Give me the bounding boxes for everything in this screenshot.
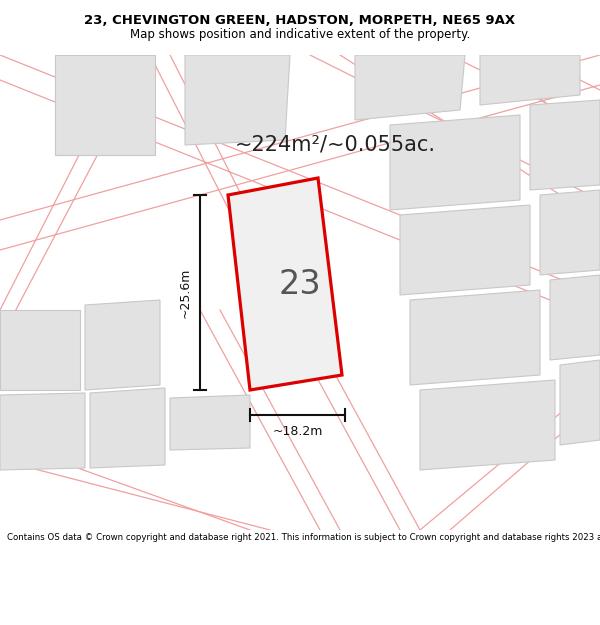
Polygon shape (0, 310, 80, 390)
Polygon shape (85, 300, 160, 390)
Text: 23: 23 (278, 268, 321, 301)
Polygon shape (355, 55, 465, 120)
Text: Contains OS data © Crown copyright and database right 2021. This information is : Contains OS data © Crown copyright and d… (7, 532, 600, 541)
Polygon shape (185, 55, 290, 145)
Text: ~18.2m: ~18.2m (272, 425, 323, 438)
Text: ~25.6m: ~25.6m (179, 268, 192, 318)
Polygon shape (55, 55, 155, 155)
Text: ~224m²/~0.055ac.: ~224m²/~0.055ac. (235, 135, 436, 155)
Polygon shape (550, 275, 600, 360)
Polygon shape (390, 115, 520, 210)
Text: 23, CHEVINGTON GREEN, HADSTON, MORPETH, NE65 9AX: 23, CHEVINGTON GREEN, HADSTON, MORPETH, … (85, 14, 515, 27)
Polygon shape (170, 395, 250, 450)
Text: Map shows position and indicative extent of the property.: Map shows position and indicative extent… (130, 28, 470, 41)
Polygon shape (480, 55, 580, 105)
Polygon shape (560, 360, 600, 445)
Polygon shape (420, 380, 555, 470)
Polygon shape (530, 100, 600, 190)
Polygon shape (228, 178, 342, 390)
Polygon shape (90, 388, 165, 468)
Polygon shape (540, 190, 600, 275)
Polygon shape (400, 205, 530, 295)
Polygon shape (410, 290, 540, 385)
Polygon shape (0, 393, 85, 470)
